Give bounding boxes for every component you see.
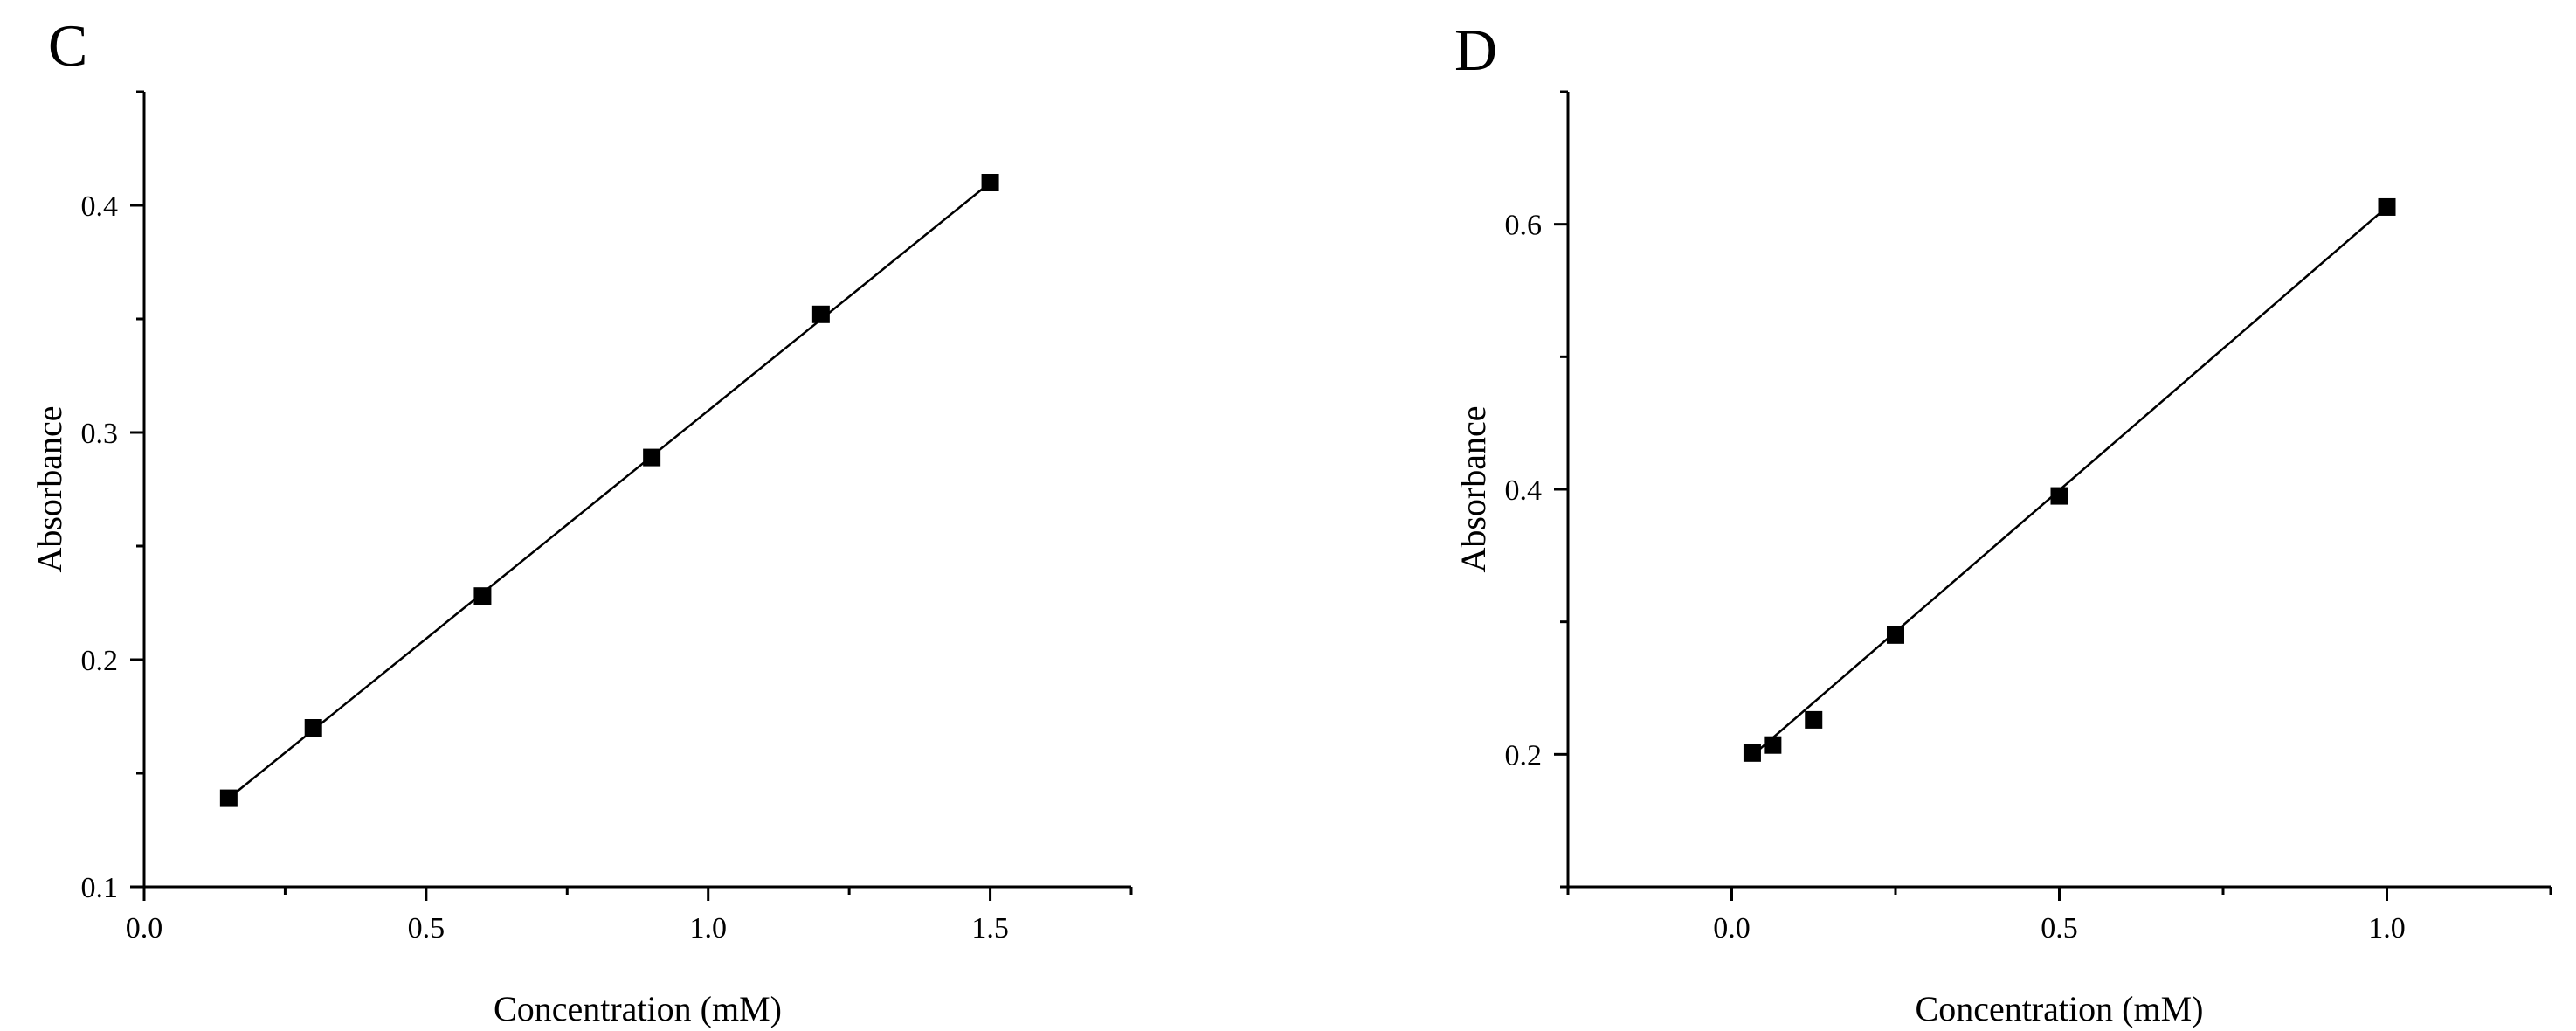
- y-axis-title: Absorbance: [30, 405, 69, 572]
- y-axis-title: Absorbance: [1454, 405, 1493, 572]
- x-tick-label: 1.0: [2368, 912, 2406, 945]
- data-point: [643, 448, 661, 467]
- data-point: [1887, 626, 1904, 644]
- data-point: [219, 789, 238, 807]
- x-tick-label: 0.5: [2041, 912, 2078, 945]
- data-point: [811, 305, 830, 323]
- x-tick-label: 0.0: [126, 912, 163, 945]
- data-point: [304, 719, 322, 737]
- data-point: [2050, 487, 2068, 505]
- panel-label: C: [48, 12, 87, 79]
- panel-d: D 0.0 0.5 1.0 0.2 0.4 0.6 Concentration (mM) Abs…: [1454, 17, 2552, 1028]
- panel-c: C 0.0 0.5 1.0 1.5 0.1 0.2 0.3 0.4 Concentration (…: [30, 12, 1133, 1028]
- panel-label: D: [1454, 17, 1497, 83]
- x-tick-label: 0.5: [408, 912, 445, 945]
- y-tick-label: 0.4: [1505, 474, 1543, 507]
- x-tick-label: 0.0: [1713, 912, 1751, 945]
- y-tick-label: 0.2: [1505, 739, 1543, 772]
- data-point: [1764, 736, 1782, 754]
- data-point: [473, 587, 492, 605]
- x-axis-title: Concentration (mM): [494, 989, 782, 1028]
- data-point: [2378, 197, 2396, 216]
- data-point: [981, 174, 999, 191]
- y-tick-label: 0.4: [81, 190, 119, 223]
- y-tick-label: 0.1: [81, 872, 119, 904]
- x-axis-title: Concentration (mM): [1916, 989, 2204, 1028]
- data-point: [1743, 744, 1761, 762]
- x-tick-label: 1.0: [689, 912, 727, 945]
- y-tick-label: 0.3: [81, 418, 119, 450]
- y-tick-label: 0.2: [81, 645, 119, 677]
- x-tick-label: 1.5: [971, 912, 1009, 945]
- data-point: [1805, 710, 1823, 729]
- y-tick-label: 0.6: [1505, 210, 1543, 242]
- fit-line: [228, 182, 991, 799]
- fit-line: [1751, 206, 2388, 757]
